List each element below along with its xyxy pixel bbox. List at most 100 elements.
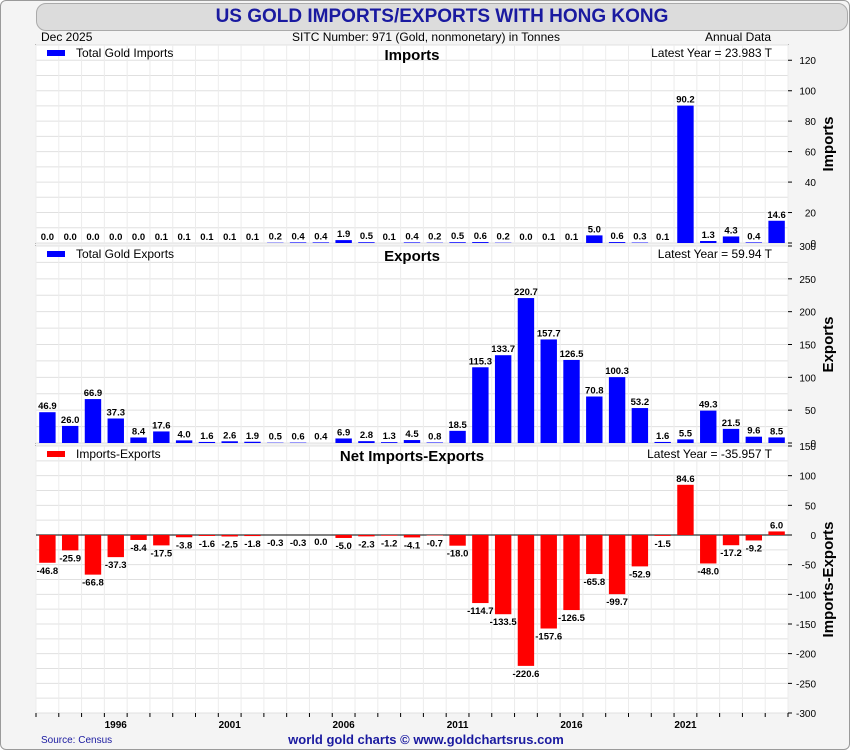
data-label: 126.5	[560, 349, 584, 360]
bar	[563, 535, 580, 611]
bar	[768, 220, 785, 243]
x-tick-label: 2016	[560, 720, 583, 731]
data-label: 0.0	[132, 232, 145, 243]
data-label: -65.8	[583, 577, 605, 588]
y-tick-label: 250	[799, 275, 816, 286]
bar	[39, 412, 56, 443]
y-tick-label: -250	[796, 679, 816, 690]
bar	[381, 535, 398, 536]
data-label: 8.4	[132, 426, 146, 437]
data-label: 0.2	[428, 232, 441, 243]
bar	[517, 298, 535, 443]
plot-area	[35, 44, 789, 244]
latest-label: Latest Year = 59.94 T	[658, 247, 773, 261]
bar	[175, 440, 193, 443]
data-label: 0.3	[633, 232, 646, 243]
date-label: Dec 2025	[41, 30, 93, 44]
bar	[700, 535, 717, 564]
bar	[358, 535, 375, 537]
bar	[722, 535, 740, 546]
bar	[768, 531, 785, 535]
bar	[677, 484, 694, 535]
x-tick-label: 1996	[105, 720, 128, 731]
data-label: 1.6	[656, 431, 669, 442]
bar	[221, 535, 238, 537]
data-label: -17.2	[720, 548, 742, 559]
y-tick-label: 150	[799, 341, 816, 352]
data-label: 2.8	[360, 430, 373, 441]
data-label: 90.2	[676, 95, 695, 106]
data-label: -5.0	[335, 541, 351, 552]
x-tick-label: 2011	[447, 720, 469, 731]
data-label: -37.3	[105, 560, 127, 571]
data-label: 115.3	[469, 356, 492, 367]
bar	[768, 437, 785, 443]
bar	[107, 535, 124, 558]
bar	[472, 535, 489, 604]
bar	[381, 442, 398, 443]
bar	[586, 396, 603, 443]
bar	[494, 355, 512, 443]
data-label: 14.6	[767, 210, 786, 221]
data-label: -18.0	[447, 549, 469, 560]
bar	[654, 441, 671, 443]
y-tick-label: 100	[799, 373, 816, 384]
data-label: 0.0	[519, 232, 532, 243]
bar	[472, 242, 489, 243]
data-label: -17.5	[151, 548, 173, 559]
panel-title: Exports	[384, 248, 440, 265]
data-label: 18.5	[448, 420, 467, 431]
y-tick-label: 80	[805, 117, 817, 128]
bar	[312, 242, 330, 243]
data-label: -0.3	[290, 538, 306, 549]
data-label: 0.1	[155, 232, 169, 243]
data-label: 0.1	[200, 232, 214, 243]
y-tick-label: -200	[796, 650, 816, 661]
bar	[335, 438, 352, 443]
frequency-label: Annual Data	[704, 30, 771, 44]
data-label: -1.8	[244, 539, 260, 550]
bar	[153, 431, 170, 443]
data-label: -133.5	[490, 617, 518, 628]
data-label: 4.0	[178, 429, 191, 440]
bar	[631, 408, 649, 443]
data-label: -25.9	[59, 553, 81, 564]
data-label: 21.5	[722, 418, 741, 429]
bar	[198, 535, 216, 536]
chart-title: US GOLD IMPORTS/EXPORTS WITH HONG KONG	[215, 6, 669, 27]
data-label: 0.1	[383, 232, 397, 243]
y-axis-label: Exports	[820, 317, 837, 373]
x-tick-label: 2021	[674, 720, 697, 731]
bar	[84, 399, 102, 443]
y-tick-label: 20	[805, 209, 817, 220]
bar	[130, 437, 147, 443]
bar	[426, 442, 443, 443]
bar	[449, 535, 466, 546]
data-label: -4.1	[404, 540, 421, 551]
bar	[540, 339, 557, 443]
bar	[517, 535, 535, 666]
data-label: -99.7	[606, 597, 628, 608]
bar	[608, 535, 626, 595]
data-label: 0.2	[497, 232, 510, 243]
y-tick-label: 60	[805, 148, 817, 159]
bar	[107, 418, 124, 443]
data-label: -114.7	[467, 606, 493, 617]
bar	[39, 535, 56, 563]
bar	[244, 441, 261, 443]
bar	[745, 436, 763, 443]
data-label: 5.5	[679, 428, 693, 439]
y-tick-label: 200	[799, 308, 816, 319]
data-label: 0.0	[41, 232, 54, 243]
credit-label: world gold charts © www.goldchartsrus.co…	[288, 732, 564, 747]
data-label: 0.1	[178, 232, 192, 243]
bar	[677, 105, 694, 243]
data-label: 6.0	[770, 520, 783, 531]
bar	[198, 441, 216, 443]
bar	[449, 242, 466, 243]
legend-label: Total Gold Exports	[76, 247, 174, 261]
panel-2: -300 -250 -200 -150 -100 -50 0 50 100 150 -46.8-25…	[35, 442, 837, 720]
data-label: -2.3	[358, 539, 374, 550]
